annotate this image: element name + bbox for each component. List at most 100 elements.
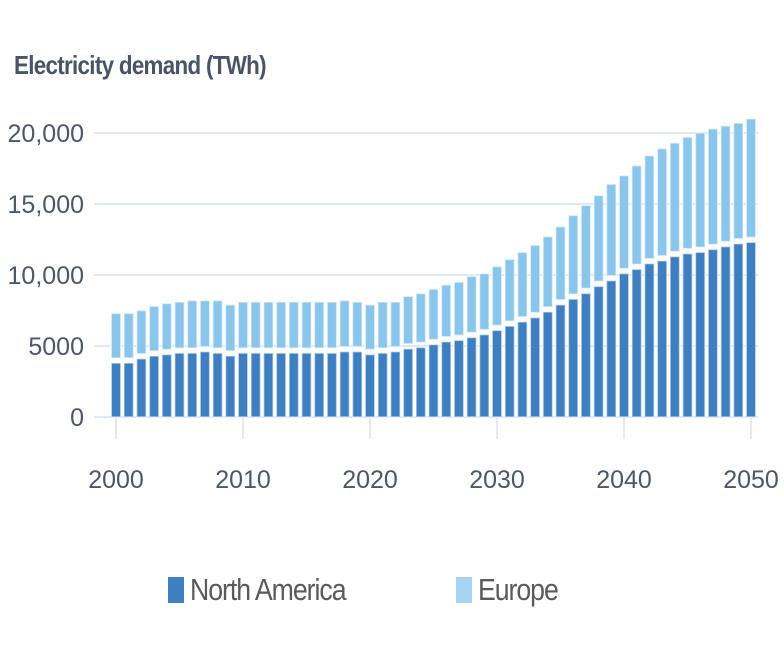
legend-swatch-north-america [168, 577, 184, 603]
bar-north-america-2000 [110, 362, 122, 418]
bar-north-america-2006 [186, 352, 198, 418]
bar-europe-2016 [313, 301, 325, 349]
bar-europe-2023 [402, 295, 414, 345]
bar-europe-2050 [745, 118, 757, 239]
bar-europe-2013 [275, 301, 287, 349]
bar-europe-2010 [237, 301, 249, 349]
bar-north-america-2049 [732, 243, 744, 418]
bar-north-america-2029 [478, 333, 490, 418]
bar-europe-2003 [148, 305, 160, 352]
y-tick-label: 10,000 [8, 262, 84, 290]
bar-europe-2042 [643, 154, 655, 260]
legend: North America Europe [168, 572, 656, 608]
bar-north-america-2028 [466, 336, 478, 418]
x-tick-label: 2050 [723, 466, 779, 494]
bar-north-america-2030 [491, 329, 503, 418]
bar-europe-2021 [377, 301, 389, 349]
bar-north-america-2019 [351, 350, 363, 418]
bar-north-america-2017 [326, 352, 338, 418]
bar-north-america-2036 [567, 298, 579, 418]
bar-north-america-2044 [669, 255, 681, 418]
y-tick-label: 5000 [28, 333, 84, 361]
y-tick-label: 0 [70, 404, 84, 432]
bar-north-america-2039 [605, 279, 617, 418]
bar-north-america-2035 [555, 304, 566, 418]
bar-north-america-2004 [161, 353, 173, 418]
x-tick-label: 2020 [342, 466, 398, 494]
bar-north-america-2007 [199, 350, 211, 418]
bar-north-america-2005 [174, 352, 185, 418]
bar-europe-2035 [555, 225, 566, 301]
bar-north-america-2037 [580, 292, 592, 418]
bar-north-america-2042 [643, 262, 655, 418]
legend-item-europe: Europe [455, 572, 571, 608]
bar-north-america-2021 [377, 352, 389, 418]
bar-europe-2044 [669, 142, 681, 253]
bar-europe-2032 [516, 251, 528, 318]
bar-europe-2033 [529, 244, 541, 314]
bar-europe-2036 [567, 214, 579, 295]
bar-north-america-2013 [275, 352, 287, 418]
bar-north-america-2038 [593, 285, 605, 418]
bar-europe-2037 [580, 204, 592, 290]
bar-europe-2024 [415, 292, 427, 344]
bar-north-america-2050 [745, 241, 757, 418]
bar-north-america-2015 [301, 352, 312, 418]
bar-north-america-2031 [504, 325, 516, 418]
bar-europe-2007 [199, 299, 211, 348]
bar-europe-2028 [466, 275, 478, 334]
bar-europe-2022 [389, 301, 401, 348]
bar-europe-2009 [224, 304, 236, 352]
y-axis: 0 5000 10,000 15,000 20,000 [8, 120, 84, 432]
bar-europe-2038 [593, 194, 605, 283]
bar-europe-2002 [135, 309, 147, 355]
bar-europe-2047 [707, 127, 719, 246]
y-tick-label: 15,000 [8, 191, 84, 219]
bar-europe-2000 [110, 312, 122, 359]
bar-europe-2006 [186, 299, 198, 349]
bar-north-america-2027 [453, 339, 465, 418]
bar-europe-2015 [301, 301, 312, 349]
bar-north-america-2045 [682, 252, 693, 418]
bar-europe-2008 [212, 299, 224, 349]
bar-europe-2039 [605, 183, 617, 277]
bar-north-america-2046 [694, 251, 706, 418]
x-tick-label: 2040 [596, 466, 652, 494]
bar-north-america-2048 [720, 245, 732, 418]
x-tick-label: 2010 [215, 466, 271, 494]
bar-north-america-2022 [389, 350, 401, 418]
x-axis: 2000 2010 2020 2030 2040 2050 [88, 417, 779, 494]
legend-swatch-europe [455, 577, 472, 603]
bar-europe-2014 [288, 301, 300, 349]
bar-north-america-2009 [224, 355, 236, 418]
bar-north-america-2010 [237, 352, 249, 418]
bar-north-america-2040 [618, 272, 630, 418]
bar-europe-2045 [682, 136, 693, 250]
bars [110, 118, 757, 418]
bar-europe-2026 [440, 284, 452, 338]
bar-europe-2004 [161, 302, 173, 351]
bar-north-america-2023 [402, 348, 414, 418]
bar-europe-2043 [656, 147, 668, 257]
bar-europe-2030 [491, 265, 503, 327]
x-tick-label: 2030 [469, 466, 525, 494]
bar-north-america-2025 [428, 343, 439, 418]
bar-europe-2034 [542, 235, 554, 308]
bar-north-america-2033 [529, 316, 541, 418]
bar-europe-2027 [453, 281, 465, 337]
bar-north-america-2034 [542, 311, 554, 418]
bar-europe-2048 [720, 125, 732, 243]
y-tick-label: 20,000 [8, 120, 84, 148]
bar-north-america-2012 [262, 352, 274, 418]
bar-europe-2012 [262, 301, 274, 349]
bar-europe-2018 [339, 299, 351, 348]
bar-north-america-2011 [250, 352, 262, 418]
x-tick-label: 2000 [88, 466, 144, 494]
bar-north-america-2008 [212, 352, 224, 418]
bar-europe-2001 [123, 312, 135, 359]
bar-europe-2020 [364, 304, 376, 351]
bar-north-america-2047 [707, 248, 719, 418]
bar-north-america-2003 [148, 355, 160, 418]
chart-title: Electricity demand (TWh) [14, 50, 267, 80]
